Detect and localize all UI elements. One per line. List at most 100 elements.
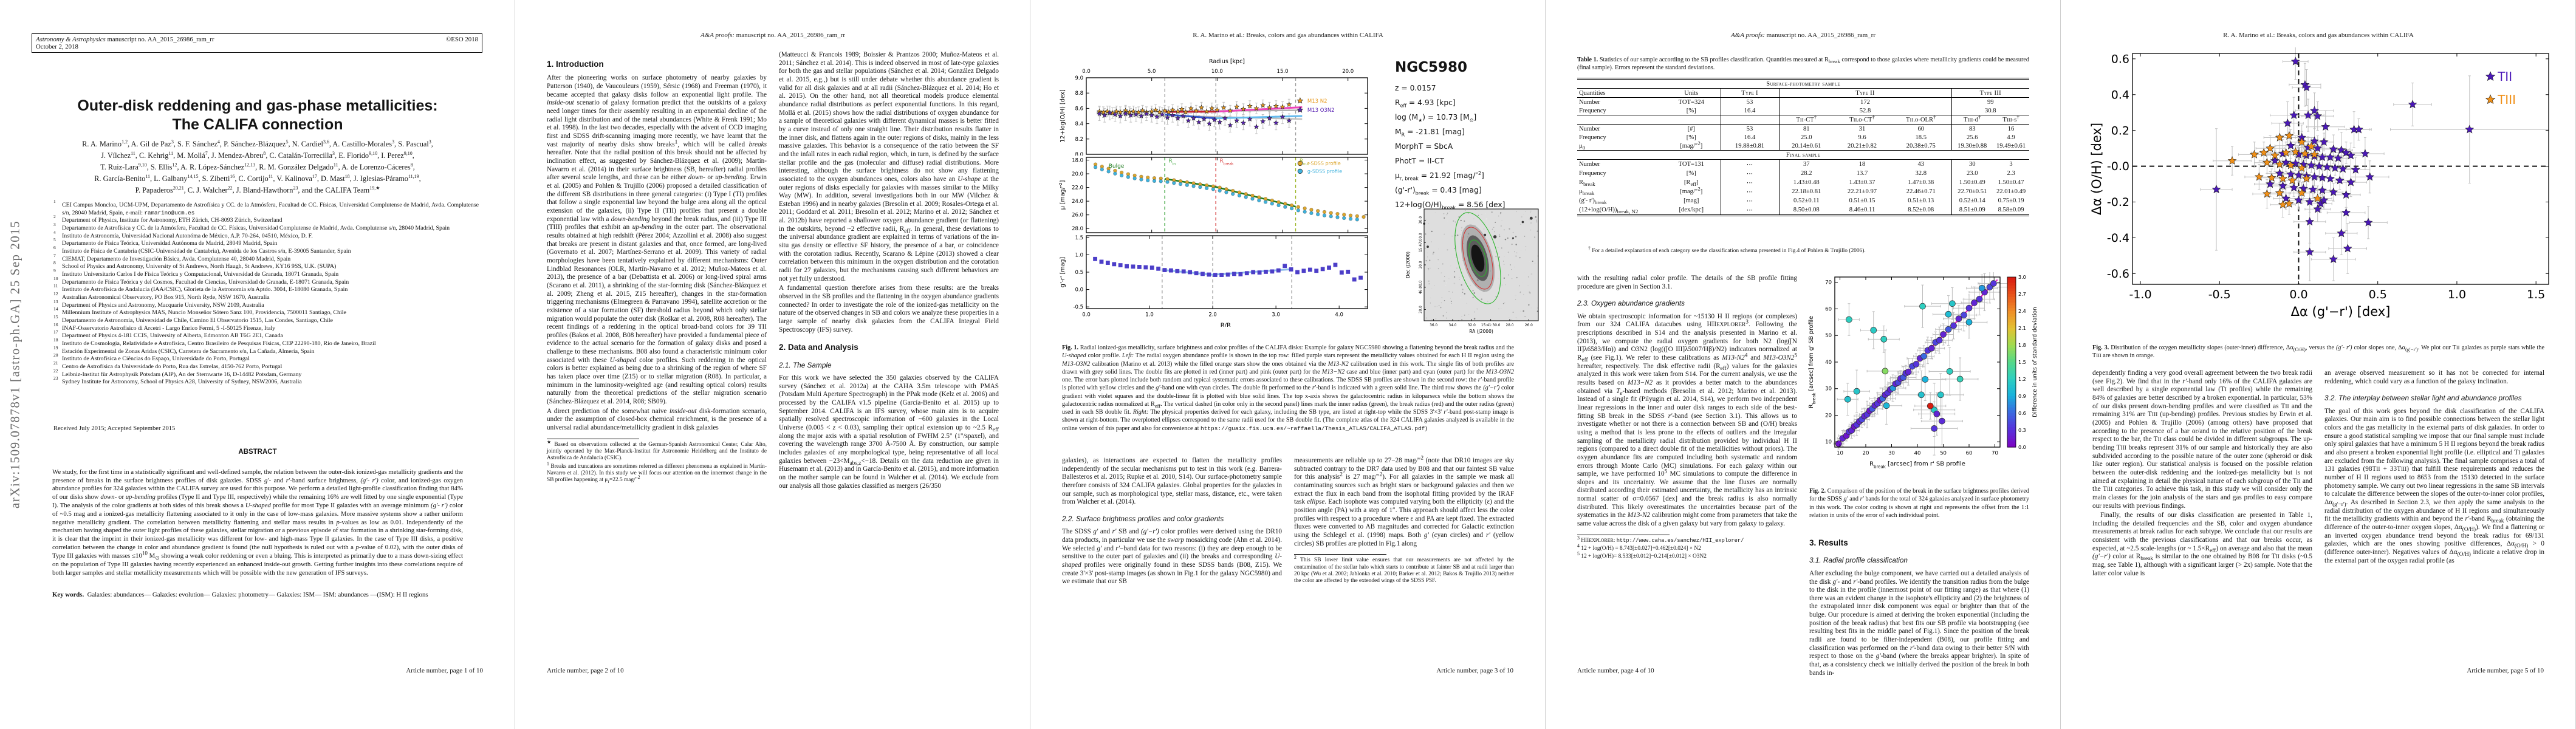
svg-text:1.5: 1.5 bbox=[1075, 235, 1083, 241]
table-row: Frequency [%] 16.4 52.8 30.8 bbox=[1577, 106, 2030, 115]
paragraph: (Matteucci & Francois 1989; Boissier & P… bbox=[779, 51, 999, 282]
svg-text:Radius [kpc]: Radius [kpc] bbox=[1209, 58, 1245, 65]
affiliation-item: 12 Australian Astronomical Observatory, P… bbox=[53, 291, 270, 301]
svg-text:30: 30 bbox=[1888, 451, 1895, 457]
galaxy-property: PhotT = II-CT bbox=[1395, 156, 1444, 165]
svg-text:60: 60 bbox=[1825, 306, 1832, 312]
subsection-heading-interplay: 3.2. The interplay between stellar light… bbox=[2324, 394, 2522, 403]
figure2-caption: Fig. 2. Comparison of the position of th… bbox=[1809, 488, 2029, 519]
svg-text:8.0: 8.0 bbox=[1075, 152, 1083, 156]
affiliation-item: 20 Instituto de Astrofísica e Ciências do… bbox=[53, 352, 250, 363]
svg-text:RA (J2000): RA (J2000) bbox=[1469, 329, 1493, 334]
svg-text:20: 20 bbox=[1863, 451, 1869, 457]
affiliation-item: 11 Instituto de Astrofísica de Andalucía … bbox=[53, 283, 348, 293]
svg-text:8.8: 8.8 bbox=[1075, 91, 1083, 97]
column-left: dependently finding a very good overall … bbox=[2092, 369, 2312, 663]
author-line: J. Vílchez11, C. Kehrig11, M. Mollá7, J.… bbox=[101, 150, 414, 160]
svg-text:0.5: 0.5 bbox=[1075, 270, 1083, 276]
paragraph: The SDSS g' and r' SB and (g'−r') color … bbox=[1062, 528, 1283, 586]
table-row: Number TOT=131 ⋯ 37 18 43 30 3 bbox=[1577, 159, 2029, 169]
paragraph: dependently finding a very good overall … bbox=[2092, 369, 2313, 510]
svg-text:22.0: 22.0 bbox=[1072, 185, 1083, 191]
affiliation-item: 14 Millennium Institute of Astrophysics M… bbox=[53, 306, 346, 317]
svg-text:Rbreak [arcsec] from r' SB pro: Rbreak [arcsec] from r' SB profile bbox=[1869, 461, 1965, 470]
subsection-heading-oxygen: 2.3. Oxygen abundance gradients bbox=[1577, 299, 1685, 308]
author-line: R. A. Marino1,2, A. Gil de Paz3, S. F. S… bbox=[82, 139, 433, 148]
svg-text:0.6: 0.6 bbox=[2111, 52, 2129, 66]
table-row: (g'- r')break [mag] ⋯ 0.52±0.11 0.51±0.15 0.5… bbox=[1579, 196, 2024, 205]
svg-text:M13 O3N2: M13 O3N2 bbox=[1307, 108, 1335, 114]
svg-text:5.0: 5.0 bbox=[1148, 69, 1156, 75]
svg-text:μ [mag/″2]: μ [mag/″2] bbox=[1058, 180, 1066, 210]
subsection-heading-sb-profiles: 2.2. Surface brightness profiles and col… bbox=[1062, 514, 1224, 523]
author-line: T. Ruiz-Lara9,10, S. Ellis12, A. R. Lópe… bbox=[100, 162, 415, 172]
svg-text:Bulge: Bulge bbox=[1109, 163, 1125, 169]
svg-text:1.0: 1.0 bbox=[1145, 312, 1154, 318]
galaxy-property: MorphT = SbcA bbox=[1395, 142, 1453, 151]
svg-text:g-SDSS profile: g-SDSS profile bbox=[1307, 169, 1342, 174]
svg-text:Δα (O/H) [dex]: Δα (O/H) [dex] bbox=[2089, 123, 2104, 215]
svg-text:10.0: 10.0 bbox=[1211, 69, 1223, 75]
svg-text:28.0: 28.0 bbox=[1072, 226, 1083, 232]
affiliation-item: 22 Leibniz-Institut für Astrophysik Potsd… bbox=[53, 368, 302, 378]
svg-text:-0.0: -0.0 bbox=[2107, 160, 2129, 173]
affiliation-item: 21 Centro de Astrofísica da Universidade … bbox=[53, 360, 283, 371]
table-row: Frequency [%] 16.4 25.0 9.6 18.5 25.6 4.9 bbox=[1579, 133, 2015, 142]
author-list: R. A. Marino1,2, A. Gil de Paz3, S. F. S… bbox=[32, 139, 484, 196]
svg-text:Difference in units of standar: Difference in units of standard deviatio… bbox=[2032, 307, 2038, 417]
svg-text:40: 40 bbox=[1825, 360, 1832, 366]
svg-text:15:41:30.0: 15:41:30.0 bbox=[1481, 324, 1501, 327]
page-3: R. A. Marino et al.: Breaks, colors and … bbox=[1030, 0, 1546, 729]
affiliation-item: 7 CIEMAT, Departamento de Investigación B… bbox=[53, 252, 291, 262]
svg-text:-1.0: -1.0 bbox=[2129, 288, 2151, 301]
svg-text:18.0: 18.0 bbox=[1072, 157, 1083, 163]
svg-text:R/Re: R/Re bbox=[1221, 323, 1234, 327]
svg-text:TIII: TIII bbox=[2497, 92, 2516, 107]
svg-text:20.0: 20.0 bbox=[1072, 171, 1083, 177]
column-right: an average observed measurement so it ha… bbox=[2324, 369, 2544, 663]
table-row: Final sample bbox=[1577, 150, 2030, 160]
footnote-5: 5 12 + log(O/H)= 8.533[±0.012]−0.214[±0.… bbox=[1577, 551, 1707, 560]
paragraph: The goal of this work goes beyond the di… bbox=[2324, 407, 2545, 564]
column-right: (Matteucci & Francois 1989; Boissier & P… bbox=[779, 51, 999, 659]
page-4: A&A proofs: manuscript no. AA_2015_26986… bbox=[1546, 0, 2061, 729]
footnote-1: 1 Breaks and truncations are sometimes r… bbox=[547, 460, 767, 484]
svg-text:26.0: 26.0 bbox=[1072, 213, 1083, 219]
affiliation-item: 13 Department of Physics and Astronomy, M… bbox=[53, 298, 264, 309]
svg-text:34.0: 34.0 bbox=[1449, 324, 1457, 327]
svg-text:1.8: 1.8 bbox=[2018, 343, 2026, 348]
affiliation-item: 10 Departamento de Física Teórica y del C… bbox=[53, 275, 349, 286]
svg-text:70: 70 bbox=[1992, 451, 1998, 457]
svg-text:Δα (g'−r') [dex]: Δα (g'−r') [dex] bbox=[2291, 304, 2391, 319]
svg-text:0.0: 0.0 bbox=[2018, 445, 2026, 450]
table-row: TII-CT† TII.o-CT† TII.o-OLR† TIII-d† TIII-s† bbox=[1577, 115, 2030, 125]
svg-text:-0.5: -0.5 bbox=[1073, 304, 1083, 310]
paragraph: with the resulting radial color profile.… bbox=[1577, 275, 1797, 290]
svg-text:2.1: 2.1 bbox=[2018, 326, 2026, 331]
running-head: A&A proofs: manuscript no. AA_2015_26986… bbox=[1730, 32, 1875, 39]
svg-text:Dec (J2000): Dec (J2000) bbox=[1405, 252, 1411, 278]
svg-text:0.2: 0.2 bbox=[2111, 124, 2129, 137]
footnote-3: 3 HIIEXPLORER: http://www.caha.es/sanche… bbox=[1577, 535, 1744, 544]
affiliation-item: 4 Instituto de Astronomía, Universidad Na… bbox=[53, 229, 313, 239]
svg-text:TII: TII bbox=[2497, 69, 2512, 84]
galaxy-name: NGC5980 bbox=[1395, 60, 1468, 75]
paragraph: A fundamental question therefore arises … bbox=[779, 284, 999, 334]
received-accepted: Received July 2015; Accepted September 2… bbox=[53, 425, 176, 432]
section-heading-introduction: 1. Introduction bbox=[547, 60, 604, 69]
affiliation-item: 18 Instituto de Cosmologia, Relatividade … bbox=[53, 337, 376, 347]
svg-text:0.0: 0.0 bbox=[1082, 69, 1091, 75]
column-right: measurements are reliable up to 27−28 ma… bbox=[1294, 456, 1514, 663]
page-2: A&A proofs: manuscript no. AA_2015_26986… bbox=[515, 0, 1030, 729]
affiliation-item: 16 INAF-Osservatorio Astrofisico di Arcet… bbox=[53, 321, 276, 332]
svg-text:20: 20 bbox=[1825, 412, 1832, 419]
manuscript-header-box: Astronomy & Astrophysics manuscript no. … bbox=[32, 33, 482, 53]
paragraph: We obtain spectroscopic information for … bbox=[1577, 312, 1797, 528]
table-row: Quantities Units Type I Type II Type III bbox=[1577, 88, 2030, 98]
svg-text:0.0: 0.0 bbox=[1075, 287, 1083, 293]
running-head: R. A. Marino et al.: Breaks, colors and … bbox=[1193, 32, 1383, 39]
svg-text:Rbreak [arcsec] from g' SB pro: Rbreak [arcsec] from g' SB profile bbox=[1808, 316, 1817, 408]
affiliation-item: 17 Department of Physics 4-181 CCIS, Univ… bbox=[53, 329, 283, 340]
table-row: μbreak [mag/″2] ⋯ 22.18±0.81 22.21±0.97 22.46… bbox=[1579, 187, 2026, 196]
